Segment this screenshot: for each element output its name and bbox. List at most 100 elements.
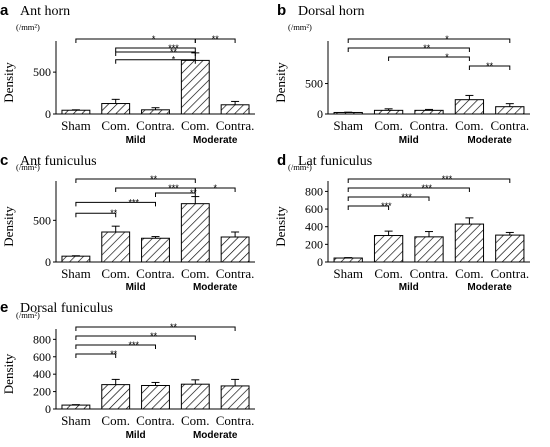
y-axis-label: Density [1, 62, 16, 103]
category-label: Sham [61, 413, 91, 428]
category-label: Sham [333, 266, 363, 281]
y-axis-label: Density [273, 206, 288, 247]
category-label: Contra. [216, 413, 255, 428]
y-axis-label: Density [273, 62, 288, 103]
panel-a: a Ant horn (/mm²) Density 0 500 Sham Com. Contra… [0, 2, 255, 146]
significance-bracket [75, 212, 117, 218]
panel-letter: a [0, 2, 9, 19]
significance-stars: ** [423, 43, 431, 53]
significance-stars: *** [128, 197, 139, 207]
significance-bracket [75, 335, 196, 340]
panel-c: c Ant funiculus(/mm²) Density 0 500 Sham Com. C… [0, 152, 255, 293]
group-label: Moderate [467, 135, 512, 146]
group-label: Mild [399, 135, 419, 146]
significance-stars: *** [168, 43, 179, 53]
bar [101, 231, 131, 263]
bar [101, 384, 131, 410]
bar [220, 385, 250, 410]
significance-stars: * [152, 34, 156, 44]
significance-stars: ** [170, 322, 178, 332]
group-label: Moderate [193, 135, 238, 146]
significance-stars: ** [212, 34, 220, 44]
significance-bracket [115, 187, 196, 192]
panel-letter: b [277, 2, 286, 19]
bar [373, 235, 404, 263]
bar [101, 103, 131, 115]
panel-title: Ant funiculus [20, 154, 97, 169]
significance-bracket [75, 326, 236, 331]
category-label: Contra. [490, 266, 529, 281]
y-tick-label: 200 [305, 237, 323, 251]
y-tick-label: 600 [305, 202, 323, 216]
significance-stars: *** [401, 192, 412, 202]
category-label: Contra. [136, 266, 175, 281]
significance-stars: ** [150, 174, 158, 184]
y-tick-label: 400 [305, 220, 323, 234]
y-tick-label: 500 [33, 213, 51, 227]
y-tick-label: 400 [33, 367, 51, 381]
bar [61, 109, 91, 115]
significance-bracket [347, 196, 430, 201]
significance-stars: * [445, 52, 449, 62]
significance-bracket [75, 201, 156, 207]
significance-bracket [194, 38, 236, 43]
significance-bracket [75, 353, 117, 358]
category-label: Contra. [216, 118, 255, 133]
unit-label: (/mm²) [288, 162, 312, 172]
y-tick-label: 0 [45, 402, 51, 416]
bar [141, 384, 170, 410]
y-tick-label: 0 [317, 255, 323, 269]
category-label: Sham [61, 118, 91, 133]
group-label: Mild [126, 135, 146, 146]
bar [373, 109, 404, 115]
bar [495, 234, 525, 263]
y-tick-label: 500 [305, 77, 323, 91]
significance-stars: ** [110, 349, 118, 359]
significance-bracket [115, 47, 196, 52]
group-label: Mild [126, 282, 146, 293]
category-label: Contra. [136, 413, 175, 428]
panel-e: e Dorsal funiculus(/mm²) Density 0 200 400 600… [0, 299, 255, 441]
category-label: Com. [101, 413, 130, 428]
category-label: Com. [374, 118, 403, 133]
panel-title: Dorsal horn [298, 4, 365, 19]
group-label: Moderate [467, 282, 512, 293]
y-tick-label: 600 [33, 350, 51, 364]
significance-stars: *** [422, 183, 433, 193]
group-label: Mild [126, 430, 146, 441]
significance-stars: * [213, 183, 217, 193]
bar [180, 203, 210, 263]
significance-bracket [115, 59, 196, 64]
category-label: Contra. [490, 118, 529, 133]
bar [414, 236, 444, 263]
category-label: Com. [101, 266, 130, 281]
y-tick-label: 200 [33, 385, 51, 399]
significance-bracket [155, 192, 196, 197]
bar [454, 223, 485, 263]
y-tick-label: 0 [45, 255, 51, 269]
bar [414, 109, 444, 115]
panel-letter: d [277, 152, 286, 169]
y-tick-label: 0 [317, 107, 323, 121]
category-label: Com. [455, 266, 484, 281]
category-label: Com. [455, 118, 484, 133]
significance-stars: *** [168, 183, 179, 193]
significance-bracket [468, 65, 511, 70]
y-axis-label: Density [1, 353, 16, 394]
significance-stars: * [172, 55, 176, 65]
significance-stars: ** [150, 331, 158, 341]
unit-label: (/mm²) [16, 162, 40, 172]
significance-bracket [347, 178, 511, 183]
category-label: Com. [101, 118, 130, 133]
category-label: Com. [181, 413, 210, 428]
significance-stars: *** [442, 174, 453, 184]
bar [141, 109, 170, 115]
significance-stars: ** [110, 208, 118, 218]
bar [180, 59, 210, 115]
y-axis-label: Density [1, 206, 16, 247]
category-label: Com. [181, 266, 210, 281]
category-label: Com. [374, 266, 403, 281]
category-label: Contra. [216, 266, 255, 281]
group-label: Moderate [193, 430, 238, 441]
